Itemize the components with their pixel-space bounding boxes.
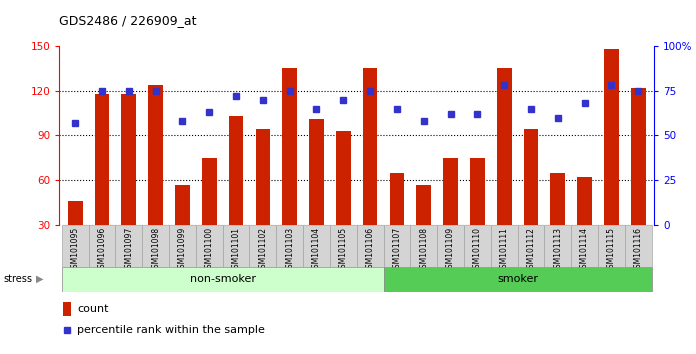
Bar — [523, 130, 538, 225]
Text: GSM101115: GSM101115 — [607, 227, 616, 273]
Bar — [255, 130, 270, 225]
Text: GSM101107: GSM101107 — [393, 227, 402, 273]
Text: GSM101099: GSM101099 — [178, 227, 187, 273]
Text: GSM101109: GSM101109 — [446, 227, 455, 273]
Bar — [249, 225, 276, 267]
Bar — [196, 225, 223, 267]
Bar — [390, 173, 404, 225]
Bar — [625, 225, 651, 267]
Text: GDS2486 / 226909_at: GDS2486 / 226909_at — [59, 14, 197, 27]
Bar — [470, 158, 484, 225]
Text: GSM101095: GSM101095 — [71, 227, 80, 273]
Bar — [356, 225, 383, 267]
Text: smoker: smoker — [497, 274, 538, 284]
Text: GSM101113: GSM101113 — [553, 227, 562, 273]
Bar — [88, 225, 116, 267]
Bar — [63, 302, 71, 316]
Text: GSM101101: GSM101101 — [232, 227, 241, 273]
Bar — [443, 158, 458, 225]
Bar — [544, 225, 571, 267]
Bar — [491, 225, 518, 267]
Bar — [68, 201, 83, 225]
Text: percentile rank within the sample: percentile rank within the sample — [77, 325, 265, 336]
Bar — [276, 225, 303, 267]
Text: ▶: ▶ — [36, 274, 44, 284]
Bar — [330, 225, 356, 267]
Bar — [518, 225, 544, 267]
Bar — [363, 68, 377, 225]
Bar — [604, 49, 619, 225]
Text: stress: stress — [3, 274, 33, 284]
Text: GSM101098: GSM101098 — [151, 227, 160, 273]
Text: GSM101104: GSM101104 — [312, 227, 321, 273]
Bar — [223, 225, 249, 267]
Bar — [229, 116, 244, 225]
Text: GSM101105: GSM101105 — [339, 227, 348, 273]
Bar — [283, 68, 297, 225]
Bar — [95, 94, 109, 225]
Text: GSM101102: GSM101102 — [258, 227, 267, 273]
Text: GSM101111: GSM101111 — [500, 227, 509, 273]
Text: GSM101112: GSM101112 — [526, 227, 535, 273]
Bar — [416, 184, 431, 225]
Bar — [383, 267, 651, 292]
Bar — [577, 177, 592, 225]
Text: GSM101110: GSM101110 — [473, 227, 482, 273]
Bar — [116, 225, 142, 267]
Bar — [571, 225, 598, 267]
Bar — [551, 173, 565, 225]
Bar — [336, 131, 351, 225]
Text: GSM101106: GSM101106 — [365, 227, 374, 273]
Bar — [62, 267, 383, 292]
Bar — [383, 225, 411, 267]
Text: GSM101096: GSM101096 — [97, 227, 106, 273]
Bar — [62, 225, 88, 267]
Text: GSM101100: GSM101100 — [205, 227, 214, 273]
Bar — [631, 88, 645, 225]
Bar — [437, 225, 464, 267]
Text: GSM101114: GSM101114 — [580, 227, 589, 273]
Bar — [122, 94, 136, 225]
Text: GSM101116: GSM101116 — [633, 227, 642, 273]
Text: count: count — [77, 304, 109, 314]
Bar — [309, 119, 324, 225]
Text: GSM101103: GSM101103 — [285, 227, 294, 273]
Bar — [464, 225, 491, 267]
Bar — [202, 158, 216, 225]
Bar — [169, 225, 196, 267]
Bar — [497, 68, 512, 225]
Bar — [142, 225, 169, 267]
Bar — [148, 85, 163, 225]
Text: non-smoker: non-smoker — [190, 274, 255, 284]
Bar — [411, 225, 437, 267]
Bar — [598, 225, 625, 267]
Bar — [303, 225, 330, 267]
Bar — [175, 184, 190, 225]
Text: GSM101108: GSM101108 — [419, 227, 428, 273]
Text: GSM101097: GSM101097 — [125, 227, 134, 273]
